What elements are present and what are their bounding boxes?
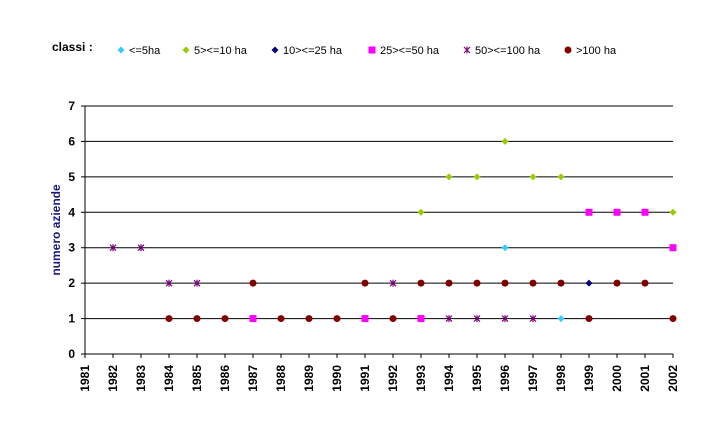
legend-label: 10><=25 ha [283,45,343,57]
data-point [333,315,341,323]
data-point [445,173,453,181]
data-point [473,315,481,323]
x-tick-label: 1997 [526,365,540,392]
y-tick-label: 1 [68,312,75,326]
data-point [305,315,313,323]
x-tick-label: 1993 [414,365,428,392]
x-tick-label: 1994 [442,365,456,392]
legend-label: >100 ha [576,45,617,57]
data-point [557,315,565,323]
data-point [277,315,285,323]
data-point [361,315,369,323]
data-point [669,244,677,252]
y-tick-labels: 0 1 2 3 4 5 6 7 [68,99,75,361]
y-tick-label: 5 [68,170,75,184]
data-point [417,208,425,216]
data-point [473,279,481,287]
y-tick-label: 6 [68,134,75,148]
legend-marker [368,46,376,54]
x-tick-label: 1995 [470,365,484,392]
y-tick-label: 2 [68,276,75,290]
x-tick-label: 1999 [582,365,596,392]
data-point [109,244,117,252]
data-point [529,279,537,287]
data-point [417,279,425,287]
data-point [669,315,677,323]
legend-label: 5><=10 ha [194,45,248,57]
data-point [389,315,397,323]
y-tick-label: 4 [68,205,75,219]
data-point [585,208,593,216]
x-tick-label: 1998 [554,365,568,392]
y-tick-label: 0 [68,347,75,361]
legend: <=5ha 5><=10 ha 10><=25 ha 25><=50 ha 50><=1… [117,45,617,57]
x-tick-label: 1988 [274,365,288,392]
x-tick-label: 2002 [666,365,680,392]
data-point [249,279,257,287]
x-tick-label: 1984 [162,365,176,392]
x-tick-label: 1982 [106,365,120,392]
data-point [529,315,537,323]
x-tick-label: 1986 [218,365,232,392]
y-tick-label: 7 [68,99,75,113]
data-point [501,137,509,145]
data-point [165,279,173,287]
legend-label: 25><=50 ha [380,45,440,57]
data-point [557,279,565,287]
legend-marker [271,46,279,54]
legend-label: 50><=100 ha [475,45,541,57]
x-tick-label: 1987 [246,365,260,392]
data-point [249,315,257,323]
data-point [501,244,509,252]
data-point [613,208,621,216]
data-point [641,279,649,287]
data-point [501,315,509,323]
y-tick-label: 3 [68,241,75,255]
data-point [221,315,229,323]
y-axis-label: numero aziende [49,184,63,276]
data-point [557,173,565,181]
data-point [585,315,593,323]
data-point [445,315,453,323]
x-tick-label: 2000 [610,365,624,392]
legend-marker [463,46,471,54]
x-tick-label: 1983 [134,365,148,392]
data-point [529,173,537,181]
data-point [165,315,173,323]
data-point [389,279,397,287]
data-point [193,279,201,287]
data-point [361,279,369,287]
data-point [501,279,509,287]
legend-label: <=5ha [129,45,161,57]
x-tick-label: 2001 [638,365,652,392]
data-points [109,137,677,323]
legend-marker [117,46,125,54]
x-tick-label: 1991 [358,365,372,392]
x-tick-label: 1996 [498,365,512,392]
data-point [417,315,425,323]
data-point [641,208,649,216]
data-point [613,279,621,287]
x-tick-labels: 1981 1982 1983 1984 1985 1986 1987 1988 1989 1990… [78,365,680,392]
data-point [193,315,201,323]
data-point [585,279,593,287]
x-tick-label: 1990 [330,365,344,392]
x-tick-label: 1989 [302,365,316,392]
legend-marker [182,46,190,54]
data-point [669,208,677,216]
axes [81,105,674,358]
gridlines [85,105,673,320]
x-tick-label: 1992 [386,365,400,392]
x-tick-label: 1985 [190,365,204,392]
legend-title: classi : [52,40,93,54]
data-point [445,279,453,287]
data-point [473,173,481,181]
data-point [137,244,145,252]
x-tick-label: 1981 [78,365,92,392]
legend-marker [564,46,572,54]
